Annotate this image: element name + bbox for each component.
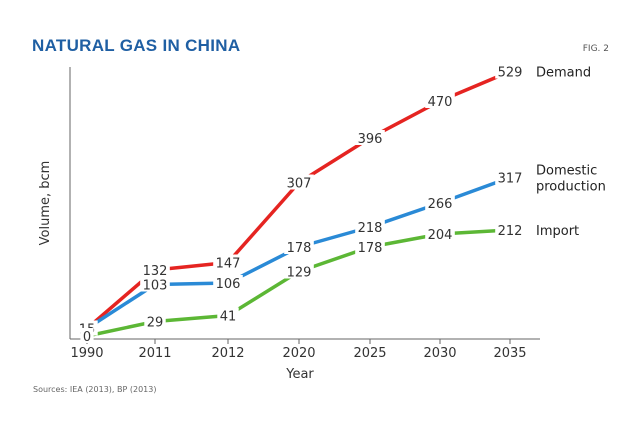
x-tick-label: 2035: [493, 346, 526, 361]
data-label-bg: [425, 93, 455, 108]
data-label-bg: [213, 254, 243, 270]
chart-title: NATURAL GAS IN CHINA: [32, 36, 240, 55]
data-label: 0: [83, 330, 91, 345]
data-label: 212: [498, 224, 523, 239]
data-label-bg: [144, 313, 166, 329]
data-label-bg: [495, 222, 525, 237]
data-label-bg: [217, 307, 239, 323]
data-label: 204: [428, 228, 453, 243]
data-label-bg: [425, 226, 455, 241]
data-label: 266: [428, 197, 453, 212]
series-label: Import: [536, 224, 579, 239]
data-label-bg: [284, 263, 314, 279]
x-tick-label: 2025: [353, 346, 386, 361]
data-label: 147: [216, 257, 241, 272]
data-label: 103: [143, 279, 168, 294]
figure-label: FIG. 2: [583, 44, 609, 54]
data-label: 178: [358, 241, 383, 256]
data-label-bg: [284, 174, 314, 190]
data-label: 132: [143, 264, 168, 279]
data-label-bg: [284, 239, 314, 254]
data-label-bg: [495, 169, 525, 185]
data-label: 218: [358, 221, 383, 236]
x-tick-label: 2011: [138, 346, 171, 361]
data-label-bg: [213, 275, 243, 290]
data-label-bg: [355, 130, 385, 145]
source-note: Sources: IEA (2013), BP (2013): [33, 385, 156, 394]
data-label: 106: [216, 277, 241, 292]
data-label-bg: [140, 276, 170, 292]
data-label: 29: [147, 316, 164, 331]
data-label: 396: [358, 132, 383, 147]
x-tick-label: 2012: [211, 346, 244, 361]
data-label: 178: [287, 241, 312, 256]
data-label: 307: [287, 177, 312, 192]
x-tick-label: 1990: [70, 346, 103, 361]
x-tick-label: 2030: [423, 346, 456, 361]
data-label: 129: [287, 266, 312, 281]
data-label-bg: [425, 195, 455, 210]
data-label-bg: [140, 262, 170, 277]
series-label: Demand: [536, 66, 591, 81]
data-label: 470: [428, 95, 453, 110]
data-label-bg: [355, 239, 385, 254]
x-axis-label: Year: [285, 367, 314, 382]
x-tick-label: 2020: [282, 346, 315, 361]
data-label: 317: [498, 172, 523, 187]
data-label-bg: [80, 328, 94, 343]
series-label: production: [536, 180, 606, 195]
data-label-bg: [355, 219, 385, 234]
data-label-bg: [495, 63, 525, 79]
y-axis-label: Volume, bcm: [38, 161, 53, 246]
series-label: Domestic: [536, 164, 597, 179]
data-label: 41: [220, 310, 237, 325]
data-label: 529: [498, 66, 523, 81]
